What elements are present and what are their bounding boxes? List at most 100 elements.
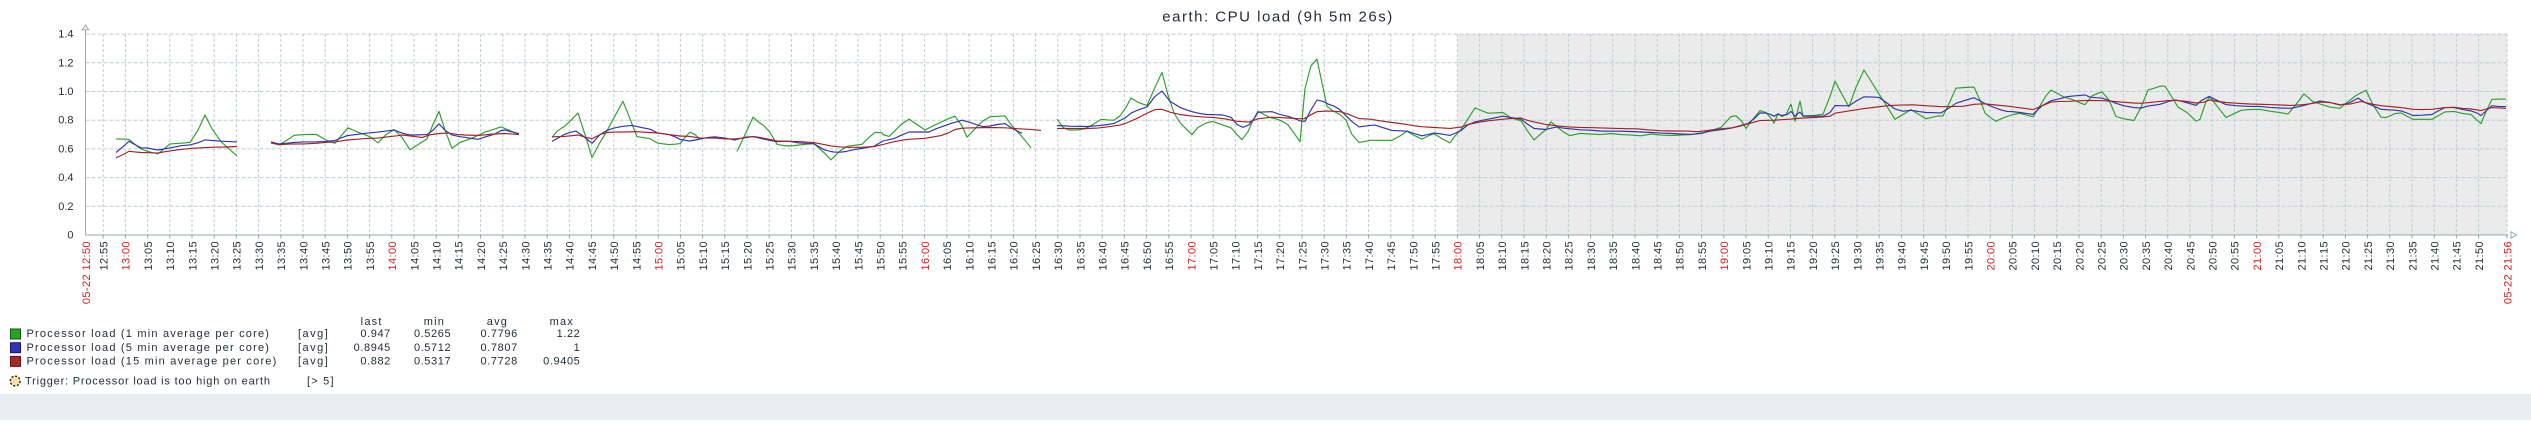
svg-text:14:20: 14:20 bbox=[476, 241, 488, 271]
svg-text:16:25: 16:25 bbox=[1031, 241, 1043, 271]
svg-text:15:35: 15:35 bbox=[809, 241, 821, 271]
svg-text:0.9405: 0.9405 bbox=[543, 356, 580, 368]
svg-text:17:20: 17:20 bbox=[1275, 241, 1287, 271]
svg-text:21:45: 21:45 bbox=[2452, 241, 2464, 271]
svg-text:17:35: 17:35 bbox=[1342, 241, 1354, 271]
svg-text:15:25: 15:25 bbox=[765, 241, 777, 271]
svg-text:21:20: 21:20 bbox=[2341, 241, 2353, 271]
svg-text:max: max bbox=[550, 316, 574, 328]
svg-text:18:20: 18:20 bbox=[1542, 241, 1554, 271]
svg-text:15:45: 15:45 bbox=[853, 241, 865, 271]
svg-text:14:55: 14:55 bbox=[631, 241, 643, 271]
svg-text:0.882: 0.882 bbox=[360, 356, 391, 368]
svg-text:21:05: 21:05 bbox=[2274, 241, 2286, 271]
svg-text:13:35: 13:35 bbox=[276, 241, 288, 271]
svg-text:avg: avg bbox=[487, 316, 508, 328]
svg-text:19:15: 19:15 bbox=[1786, 241, 1798, 271]
svg-text:18:55: 18:55 bbox=[1697, 241, 1709, 271]
svg-text:19:10: 19:10 bbox=[1764, 241, 1776, 271]
svg-text:18:40: 18:40 bbox=[1630, 241, 1642, 271]
svg-text:18:15: 18:15 bbox=[1519, 241, 1531, 271]
svg-text:[avg]: [avg] bbox=[298, 356, 329, 368]
svg-text:last: last bbox=[361, 316, 383, 328]
svg-text:17:45: 17:45 bbox=[1386, 241, 1398, 271]
svg-text:13:30: 13:30 bbox=[254, 241, 266, 271]
svg-text:16:55: 16:55 bbox=[1164, 241, 1176, 271]
svg-text:14:40: 14:40 bbox=[565, 241, 577, 271]
svg-text:[avg]: [avg] bbox=[298, 328, 329, 340]
svg-text:20:45: 20:45 bbox=[2185, 241, 2197, 271]
svg-text:18:30: 18:30 bbox=[1586, 241, 1598, 271]
svg-text:16:20: 16:20 bbox=[1009, 241, 1021, 271]
svg-text:0.4: 0.4 bbox=[58, 172, 73, 184]
svg-text:18:35: 18:35 bbox=[1608, 241, 1620, 271]
svg-text:13:00: 13:00 bbox=[121, 241, 133, 271]
svg-text:0.8945: 0.8945 bbox=[354, 342, 391, 354]
svg-text:21:35: 21:35 bbox=[2407, 241, 2419, 271]
svg-text:13:05: 13:05 bbox=[143, 241, 155, 271]
svg-text:1.22: 1.22 bbox=[557, 328, 581, 340]
svg-text:17:25: 17:25 bbox=[1297, 241, 1309, 271]
svg-text:Processor load (5 min average: Processor load (5 min average per core) bbox=[27, 342, 271, 354]
svg-text:0.8: 0.8 bbox=[58, 115, 73, 127]
svg-text:18:50: 18:50 bbox=[1675, 241, 1687, 271]
svg-text:13:25: 13:25 bbox=[232, 241, 244, 271]
svg-text:14:25: 14:25 bbox=[498, 241, 510, 271]
svg-text:min: min bbox=[424, 316, 445, 328]
svg-text:20:20: 20:20 bbox=[2074, 241, 2086, 271]
svg-text:18:00: 18:00 bbox=[1453, 241, 1465, 271]
svg-text:19:30: 19:30 bbox=[1852, 241, 1864, 271]
svg-text:13:50: 13:50 bbox=[343, 241, 355, 271]
svg-text:13:55: 13:55 bbox=[365, 241, 377, 271]
svg-text:16:35: 16:35 bbox=[1075, 241, 1087, 271]
svg-text:13:40: 13:40 bbox=[298, 241, 310, 271]
svg-text:19:20: 19:20 bbox=[1808, 241, 1820, 271]
svg-text:14:35: 14:35 bbox=[543, 241, 555, 271]
svg-text:Processor load (15 min average: Processor load (15 min average per core) bbox=[27, 356, 278, 368]
svg-text:14:05: 14:05 bbox=[409, 241, 421, 271]
svg-text:12:55: 12:55 bbox=[99, 241, 111, 271]
svg-text:14:10: 14:10 bbox=[432, 241, 444, 271]
svg-text:14:30: 14:30 bbox=[520, 241, 532, 271]
svg-text:16:00: 16:00 bbox=[920, 241, 932, 271]
svg-text:19:25: 19:25 bbox=[1830, 241, 1842, 271]
svg-text:14:00: 14:00 bbox=[387, 241, 399, 271]
svg-text:17:40: 17:40 bbox=[1364, 241, 1376, 271]
svg-text:17:10: 17:10 bbox=[1231, 241, 1243, 271]
svg-text:15:55: 15:55 bbox=[898, 241, 910, 271]
svg-text:[avg]: [avg] bbox=[298, 342, 329, 354]
svg-text:21:10: 21:10 bbox=[2296, 241, 2308, 271]
svg-text:18:05: 18:05 bbox=[1475, 241, 1487, 271]
svg-text:16:40: 16:40 bbox=[1098, 241, 1110, 271]
svg-text:0.947: 0.947 bbox=[360, 328, 391, 340]
svg-text:1.2: 1.2 bbox=[58, 57, 73, 69]
svg-text:18:25: 18:25 bbox=[1564, 241, 1576, 271]
svg-text:21:30: 21:30 bbox=[2385, 241, 2397, 271]
svg-text:earth: CPU load (9h 5m 26s): earth: CPU load (9h 5m 26s) bbox=[1162, 9, 1393, 26]
svg-text:20:30: 20:30 bbox=[2119, 241, 2131, 271]
svg-text:0.5712: 0.5712 bbox=[414, 342, 451, 354]
svg-text:13:10: 13:10 bbox=[165, 241, 177, 271]
svg-text:19:50: 19:50 bbox=[1941, 241, 1953, 271]
svg-text:20:25: 20:25 bbox=[2097, 241, 2109, 271]
svg-text:0.2: 0.2 bbox=[58, 201, 73, 213]
svg-text:16:05: 16:05 bbox=[942, 241, 954, 271]
svg-text:15:05: 15:05 bbox=[676, 241, 688, 271]
svg-text:18:10: 18:10 bbox=[1497, 241, 1509, 271]
svg-text:19:45: 19:45 bbox=[1919, 241, 1931, 271]
svg-text:14:15: 14:15 bbox=[454, 241, 466, 271]
svg-text:19:05: 19:05 bbox=[1741, 241, 1753, 271]
svg-text:1.4: 1.4 bbox=[58, 29, 73, 41]
svg-text:17:15: 17:15 bbox=[1253, 241, 1265, 271]
svg-text:16:50: 16:50 bbox=[1142, 241, 1154, 271]
svg-text:13:15: 13:15 bbox=[187, 241, 199, 271]
svg-text:14:45: 14:45 bbox=[587, 241, 599, 271]
svg-text:17:30: 17:30 bbox=[1320, 241, 1332, 271]
svg-text:17:50: 17:50 bbox=[1408, 241, 1420, 271]
svg-text:21:15: 21:15 bbox=[2319, 241, 2331, 271]
svg-text:19:55: 19:55 bbox=[1963, 241, 1975, 271]
svg-text:16:30: 16:30 bbox=[1053, 241, 1065, 271]
svg-text:16:45: 16:45 bbox=[1120, 241, 1132, 271]
svg-text:0.5317: 0.5317 bbox=[414, 356, 451, 368]
svg-text:0.7728: 0.7728 bbox=[481, 356, 518, 368]
